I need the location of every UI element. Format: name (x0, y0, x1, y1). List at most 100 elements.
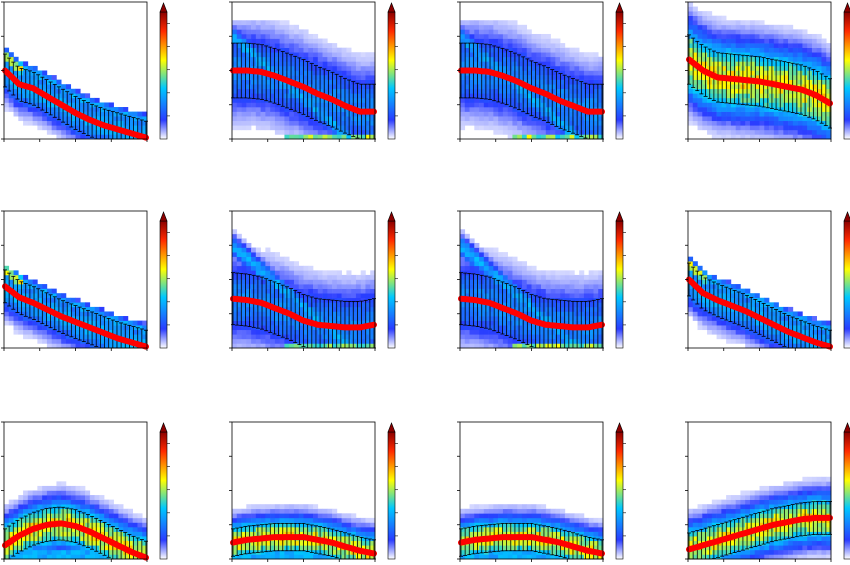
heatmap-cell (236, 125, 242, 131)
heatmap-cell (778, 79, 784, 85)
heatmap-cell (341, 47, 347, 53)
heatmap-cell (308, 338, 314, 344)
heatmap-cell (308, 293, 314, 299)
heatmap-cell (322, 288, 328, 294)
heatmap-cell (545, 270, 551, 276)
heatmap-cell (75, 325, 81, 331)
heatmap-cell (260, 256, 266, 262)
heatmap-cell (464, 75, 470, 80)
heatmap-cell (241, 29, 247, 35)
heatmap-cell (749, 20, 756, 26)
heatmap-cell (517, 93, 523, 99)
heatmap-cell (759, 56, 765, 62)
heatmap-cell (270, 65, 276, 71)
heatmap-cell (4, 279, 10, 285)
heatmap-cell (764, 75, 770, 80)
heatmap-cell (569, 343, 575, 349)
heatmap-cell (293, 75, 300, 80)
heatmap-cell (564, 293, 570, 299)
heatmap-cell (707, 311, 713, 317)
heatmap-cell (593, 279, 599, 285)
heatmap-cell (251, 252, 257, 257)
heatmap-cell (479, 107, 485, 112)
heatmap-cell (811, 33, 817, 39)
heatmap-cell (788, 102, 794, 108)
heatmap-cell (536, 316, 542, 321)
heatmap-cell (132, 334, 138, 340)
heatmap-cell (536, 84, 542, 90)
heatmap-cell (512, 134, 518, 140)
heatmap-cell (579, 293, 585, 299)
heatmap-cell (341, 79, 347, 85)
heatmap-cell (754, 56, 760, 62)
heatmap-cell (246, 325, 252, 331)
heatmap-cell (730, 56, 736, 62)
heatmap-cell (94, 125, 100, 131)
heatmap-cell (749, 320, 756, 326)
heatmap-cell (365, 75, 371, 80)
heatmap-cell (702, 84, 708, 90)
heatmap-cell (99, 316, 105, 321)
heatmap-cell (483, 120, 489, 126)
heatmap-cell (550, 316, 556, 321)
heatmap-cell (460, 247, 466, 253)
heatmap-cell (764, 338, 770, 344)
heatmap-cell (555, 316, 561, 321)
heatmap-cell (788, 56, 794, 62)
heatmap-cell (4, 302, 10, 308)
heatmap-cell (127, 343, 133, 349)
heatmap-cell (232, 102, 238, 108)
heatmap-cell (588, 288, 594, 294)
heatmap-cell (759, 325, 765, 331)
heatmap-cell (488, 270, 494, 276)
heatmap-cell (351, 79, 357, 85)
heatmap-cell (498, 29, 504, 35)
heatmap-cell (327, 329, 333, 335)
heatmap-cell (251, 338, 257, 344)
heatmap-cell (507, 116, 513, 122)
heatmap-cell (688, 311, 694, 317)
heatmap-cell (241, 242, 247, 248)
heatmap-cell (332, 75, 338, 80)
heatmap-cell (246, 242, 252, 248)
heatmap-cell (351, 293, 357, 299)
heatmap-cell (797, 29, 803, 35)
heatmap-cell (488, 43, 494, 48)
heatmap-cell (807, 129, 813, 135)
heatmap-cell (754, 293, 760, 299)
heatmap-cell (702, 270, 708, 276)
heatmap-cell (360, 320, 366, 326)
heatmap-cell (246, 261, 252, 267)
heatmap-cell (327, 107, 333, 112)
heatmap-cell (355, 129, 361, 135)
heatmap-cell (464, 93, 470, 99)
heatmap-cell (536, 325, 542, 331)
heatmap-cell (327, 134, 333, 140)
heatmap-cell (23, 274, 29, 280)
heatmap-cell (298, 52, 304, 58)
heatmap-cell (483, 33, 489, 39)
heatmap-cell (360, 120, 366, 126)
heatmap-cell (322, 65, 328, 71)
heatmap-cell (697, 15, 703, 21)
heatmap-cell (260, 97, 266, 103)
heatmap-cell (512, 24, 518, 30)
heatmap-cell (759, 70, 765, 76)
heatmap-cell (322, 70, 328, 76)
heatmap-cell (488, 47, 494, 53)
heatmap-cell (716, 102, 722, 108)
heatmap-cell (255, 79, 261, 85)
heatmap-cell (464, 288, 470, 294)
heatmap-cell (555, 125, 561, 131)
heatmap-cell (816, 43, 822, 48)
heatmap-cell (108, 316, 114, 321)
heatmap-cell (336, 116, 342, 122)
heatmap-cell (512, 265, 518, 271)
heatmap-cell (236, 116, 242, 122)
heatmap-cell (94, 316, 100, 321)
heatmap-cell (18, 61, 24, 67)
heatmap-cell (702, 38, 708, 44)
subplot-1 (1, 1, 170, 142)
heatmap-cell (811, 102, 817, 108)
heatmap-cell (536, 279, 542, 285)
